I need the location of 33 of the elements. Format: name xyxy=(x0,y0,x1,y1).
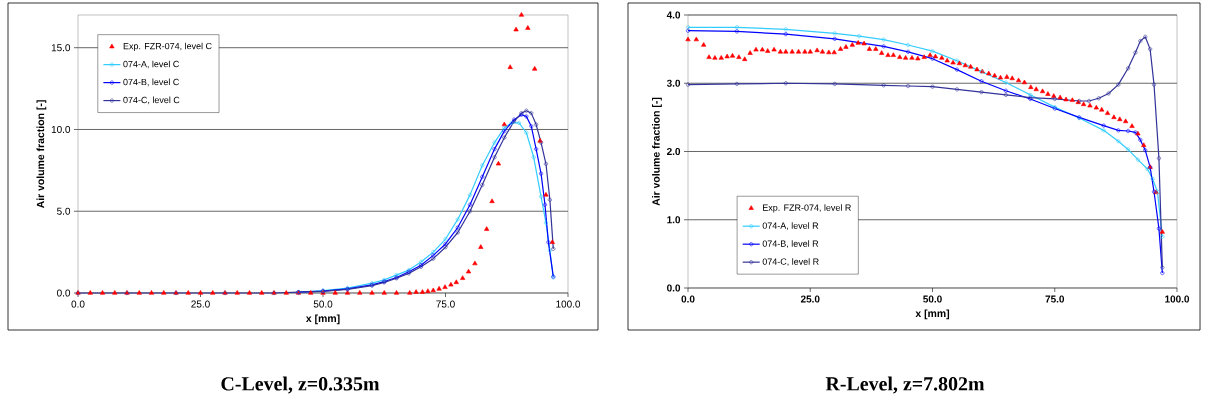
text: C-Level, z=0.335m xyxy=(221,376,380,394)
y-tick-label: 15.0 xyxy=(51,44,71,52)
legend-label: Exp. FZR-074, level C xyxy=(123,42,212,52)
x-tick-label: 75.0 xyxy=(1045,295,1065,303)
y-tick-label: 10.0 xyxy=(51,125,71,133)
y-tick-label: 0.0 xyxy=(667,284,681,292)
legend-label: 074-A, level C xyxy=(123,60,179,69)
y-tick-label: 5.0 xyxy=(57,207,71,215)
legend-label: 074-B, level C xyxy=(123,78,179,87)
x-tick-label: 0.0 xyxy=(681,295,695,303)
y-tick-label: 0.0 xyxy=(57,289,71,297)
y-axis-title: Air volume fraction [-] xyxy=(36,100,47,209)
legend-label: 074-C, level C xyxy=(123,96,180,105)
y-tick-label: 2.0 xyxy=(666,147,681,156)
y-tick-label: 3.0 xyxy=(666,79,681,87)
legend-label: 074-A, level R xyxy=(762,222,819,230)
x-axis-title: x [mm] xyxy=(305,314,340,325)
x-tick-label: 75.0 xyxy=(436,300,455,308)
y-tick-label: 1.0 xyxy=(667,216,681,224)
x-tick-label: 25.0 xyxy=(191,300,210,308)
legend-label: 074-C, level R xyxy=(762,258,819,266)
x-tick-label: 50.0 xyxy=(313,300,333,308)
x-tick-label: 50.0 xyxy=(923,295,942,303)
legend-label: Exp. FZR-074, level R xyxy=(763,204,851,213)
x-tick-label: 100.0 xyxy=(556,300,581,308)
y-tick-label: 4.0 xyxy=(666,11,681,19)
x-tick-label: 25.0 xyxy=(800,295,820,303)
x-axis-title: x [mm] xyxy=(915,309,950,320)
y-axis-title: Air volume fraction [-] xyxy=(652,97,662,206)
legend-label: 074-B, level R xyxy=(762,240,819,248)
x-tick-label: 0.0 xyxy=(71,300,85,308)
text: R-Level, z=7.802m xyxy=(825,376,985,394)
x-tick-label: 100.0 xyxy=(1165,295,1190,303)
